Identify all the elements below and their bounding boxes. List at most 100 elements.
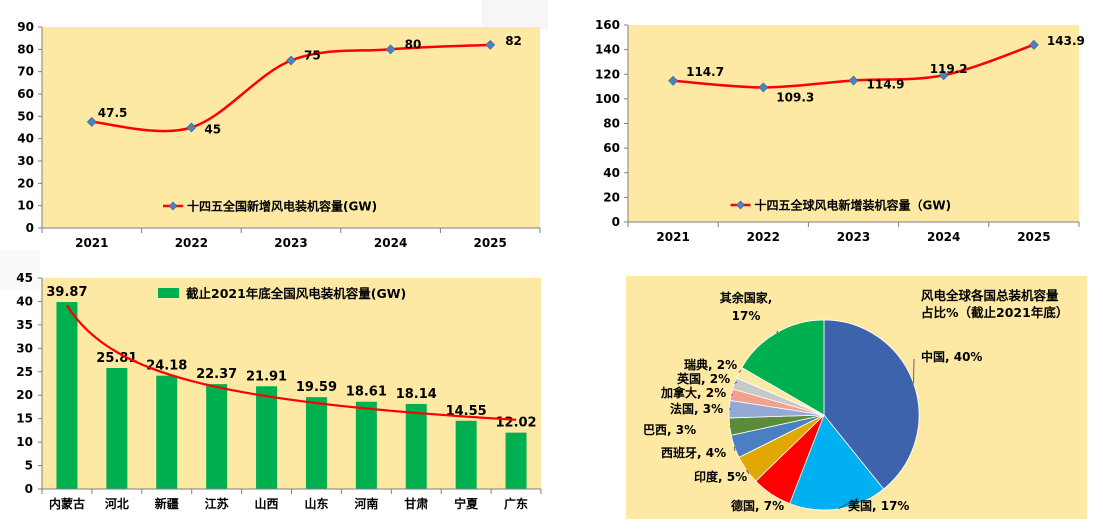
data-label: 19.59 xyxy=(296,380,337,395)
x-tick-label: 广东 xyxy=(504,496,528,511)
bar xyxy=(56,302,78,489)
x-tick-label: 山西 xyxy=(255,496,279,511)
x-tick-label: 2023 xyxy=(274,236,307,250)
y-tick-label: 10 xyxy=(17,199,34,213)
chart-title: 占比%（截止2021年底） xyxy=(921,305,1068,320)
y-tick-label: 20 xyxy=(603,190,620,204)
pie-slice xyxy=(741,319,825,416)
x-tick-label: 2024 xyxy=(927,230,960,244)
data-label: 18.14 xyxy=(396,387,437,402)
slice-label: 其余国家, xyxy=(720,290,773,305)
x-tick-label: 江苏 xyxy=(205,496,229,511)
y-tick-label: 80 xyxy=(17,42,34,56)
bar xyxy=(355,401,377,489)
y-tick-label: 40 xyxy=(603,166,620,180)
x-tick-label: 山东 xyxy=(304,496,328,511)
y-tick-label: 0 xyxy=(25,482,33,496)
x-tick-label: 2021 xyxy=(75,236,108,250)
chart-country-share-pie: 中国, 40% 美国, 17% 德国, 7% 印度, 5% 西班牙, 4% 巴西, 3% 法… xyxy=(626,276,1087,519)
x-tick-label: 内蒙古 xyxy=(49,496,85,511)
slice-label: 德国, 7% xyxy=(731,498,784,513)
trendline xyxy=(66,304,517,421)
y-tick-label: 20 xyxy=(16,388,33,402)
x-tick-label: 2021 xyxy=(656,230,689,244)
x-tick-label: 2025 xyxy=(1017,230,1050,244)
slice-label: 加拿大, 2% xyxy=(660,385,726,400)
legend-marker xyxy=(736,200,745,210)
y-tick-label: 25 xyxy=(16,365,33,379)
chart-title: 风电全球各国总装机容量 xyxy=(921,288,1059,303)
data-label: 80 xyxy=(405,37,422,51)
leader-line xyxy=(746,469,750,475)
y-tick-label: 100 xyxy=(595,92,620,106)
pie-slice xyxy=(823,319,920,490)
data-label: 109.3 xyxy=(776,90,814,104)
legend-label: 截止2021年底全国风电装机容量(GW) xyxy=(186,286,406,301)
y-tick-label: 140 xyxy=(595,43,620,57)
data-label: 24.18 xyxy=(146,359,187,374)
x-tick-label: 宁夏 xyxy=(454,496,479,511)
legend-label: 十四五全国新增风电装机容量(GW) xyxy=(187,199,377,214)
bar xyxy=(256,386,278,489)
leader-line xyxy=(734,446,736,452)
background-block xyxy=(0,250,40,290)
x-tick-label: 河北 xyxy=(104,496,129,511)
chart-global-new-capacity: 0 20 40 60 80 100 120 140 160 2021 2022 2023 2024 202… xyxy=(595,18,1085,244)
y-tick-label: 45 xyxy=(16,271,33,285)
y-tick-label: 0 xyxy=(612,215,620,229)
data-label: 22.37 xyxy=(196,367,237,382)
legend-label: 十四五全球风电新增装机容量（GW) xyxy=(755,198,952,213)
x-tick-label: 甘肃 xyxy=(404,496,428,511)
x-tick-label: 新疆 xyxy=(155,496,179,511)
slice-label: 巴西, 3% xyxy=(643,423,696,437)
y-tick-label: 0 xyxy=(26,221,34,235)
x-tick-label: 2025 xyxy=(473,236,506,250)
data-label: 18.61 xyxy=(346,385,387,400)
slice-label: 西班牙, 4% xyxy=(661,445,726,460)
data-point xyxy=(668,75,679,86)
data-label: 75 xyxy=(304,49,321,63)
data-point xyxy=(186,122,197,133)
x-tick-label: 2023 xyxy=(837,230,870,244)
data-point xyxy=(86,116,97,127)
y-tick-label: 10 xyxy=(16,435,33,449)
x-tick-label: 2022 xyxy=(175,236,208,250)
bar xyxy=(405,403,427,489)
y-tick-label: 80 xyxy=(603,117,620,131)
data-label: 25.81 xyxy=(96,351,137,366)
slice-label: 印度, 5% xyxy=(694,469,747,484)
y-tick-label: 30 xyxy=(17,154,34,168)
y-tick-label: 20 xyxy=(17,176,34,190)
bar xyxy=(206,384,228,489)
legend-swatch xyxy=(158,288,179,298)
data-label: 39.87 xyxy=(46,285,87,300)
bar xyxy=(305,397,327,489)
y-tick-label: 90 xyxy=(17,20,34,34)
y-tick-label: 160 xyxy=(595,18,620,32)
chart-domestic-new-capacity: 0 10 20 30 40 50 60 70 80 90 2021 2022 2023 2024 2025 4… xyxy=(17,20,541,250)
slice-label: 美国, 17% xyxy=(848,498,909,513)
y-tick-label: 120 xyxy=(595,67,620,81)
y-tick-label: 30 xyxy=(16,341,33,355)
data-point xyxy=(286,55,296,66)
y-tick-label: 15 xyxy=(16,412,33,426)
chart-province-capacity: 0 5 10 15 20 25 30 35 40 45 39.87 内蒙古 25.81 河北 24.18 新疆… xyxy=(16,271,542,511)
data-label: 119.2 xyxy=(930,62,968,76)
bar xyxy=(455,420,477,489)
y-tick-label: 70 xyxy=(17,65,34,79)
x-tick-label: 2022 xyxy=(747,230,780,244)
data-point xyxy=(938,70,949,81)
data-label: 47.5 xyxy=(98,106,128,120)
leader-line xyxy=(838,497,859,510)
slice-label: 法国, 3% xyxy=(670,401,723,416)
data-point xyxy=(758,82,769,93)
x-tick-label: 河南 xyxy=(353,496,378,511)
slice-label: 中国, 40% xyxy=(921,349,982,364)
slice-label: 17% xyxy=(732,309,761,323)
y-tick-label: 35 xyxy=(16,318,33,332)
bar xyxy=(505,432,527,489)
y-tick-label: 40 xyxy=(16,294,33,308)
x-tick-label: 2024 xyxy=(374,236,407,250)
y-tick-label: 40 xyxy=(17,132,34,146)
data-label: 114.9 xyxy=(867,78,905,92)
